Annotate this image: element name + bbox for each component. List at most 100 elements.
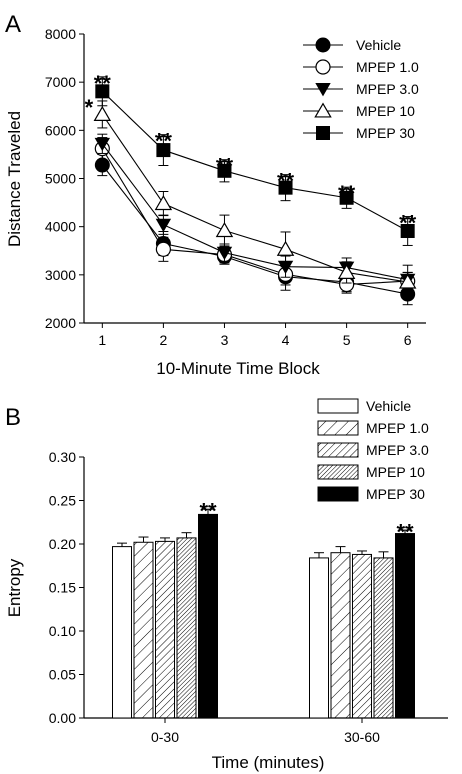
panel-a-series-3 bbox=[93, 100, 417, 293]
panel-b-y-tick-label: 0.20 bbox=[49, 536, 76, 552]
panel-b-legend-label: Vehicle bbox=[366, 398, 411, 414]
panel-b-bar bbox=[112, 546, 132, 719]
panel-b-label: B bbox=[5, 404, 21, 431]
panel-a-series: ************* bbox=[85, 71, 417, 306]
panel-b-legend-label: MPEP 10 bbox=[366, 464, 425, 480]
panel-a-series-2 bbox=[94, 133, 416, 295]
panel-b-y-tick-label: 0.25 bbox=[49, 493, 76, 509]
panel-a-significance-mark: ** bbox=[94, 71, 112, 96]
panel-a-data-point bbox=[339, 190, 354, 205]
panel-a-data-point bbox=[217, 163, 232, 178]
panel-a-legend-marker bbox=[315, 59, 331, 75]
panel-b-bar bbox=[198, 513, 218, 719]
panel-b-bar bbox=[352, 553, 372, 719]
panel-a-x-axis-label: 10-Minute Time Block bbox=[156, 359, 320, 378]
panel-a-legend-label: MPEP 1.0 bbox=[356, 59, 419, 75]
panel-a-x-tick-label: 1 bbox=[98, 332, 106, 348]
panel-a-data-point bbox=[95, 84, 110, 99]
panel-a-x-tick-label: 2 bbox=[159, 332, 167, 348]
panel-a-significance-mark: ** bbox=[338, 181, 356, 206]
panel-a-y-axis-label: Distance Traveled bbox=[5, 111, 24, 247]
panel-b-legend-label: MPEP 1.0 bbox=[366, 420, 429, 436]
panel-b-legend-swatch bbox=[317, 442, 359, 458]
panel-a-data-point bbox=[400, 224, 415, 239]
panel-a-significance-mark: ** bbox=[399, 211, 417, 236]
panel-b-legend-label: MPEP 30 bbox=[366, 486, 425, 502]
panel-a-data-point bbox=[94, 137, 111, 152]
panel-a-legend-label: MPEP 10 bbox=[356, 103, 415, 119]
panel-a-data-point bbox=[276, 240, 295, 256]
panel-b-bar bbox=[373, 557, 394, 719]
panel-b-significance-mark: ** bbox=[199, 499, 217, 524]
panel-a-data-point bbox=[93, 105, 112, 121]
panel-b-y-tick-label: 0.05 bbox=[49, 667, 76, 683]
panel-a-label: A bbox=[5, 11, 21, 38]
panel-a-axes: 2000 3000 4000 5000 6000 7000 8000 1 2 3 4 5 6 bbox=[45, 26, 426, 348]
panel-a-legend-marker bbox=[314, 102, 332, 118]
panel-a-series-line bbox=[101, 114, 408, 283]
panel-a-legend-label: Vehicle bbox=[356, 37, 401, 53]
panel-a-data-point bbox=[337, 263, 356, 279]
panel-b-bar bbox=[155, 540, 175, 719]
panel-a-significance-mark: ** bbox=[277, 169, 295, 194]
panel-a-legend: Vehicle MPEP 1.0 MPEP 3.0 MPEP 10 MPEP 30 bbox=[303, 37, 419, 141]
panel-b-legend-swatch bbox=[317, 486, 359, 502]
panel-a-y-tick-label: 7000 bbox=[45, 74, 76, 90]
panel-b-y-tick-label: 0.10 bbox=[49, 623, 76, 639]
panel-a-series-4 bbox=[95, 76, 415, 246]
panel-a-legend-label: MPEP 3.0 bbox=[356, 81, 419, 97]
panel-a-data-point bbox=[216, 246, 233, 261]
panel-b-bar bbox=[330, 552, 351, 719]
panel-a-y-tick-label: 6000 bbox=[45, 122, 76, 138]
panel-b-y-tick-label: 0.00 bbox=[49, 710, 76, 726]
panel-a-y-tick-label: 5000 bbox=[45, 171, 76, 187]
panel-a-data-point bbox=[155, 241, 171, 257]
panel-b-legend: Vehicle MPEP 1.0 MPEP 3.0 MPEP 10 MPEP 30 bbox=[317, 398, 429, 502]
panel-b-significance-mark: ** bbox=[396, 519, 414, 544]
panel-b-bar bbox=[395, 533, 415, 719]
panel-a-y-tick-label: 2000 bbox=[45, 315, 76, 331]
panel-a-data-point bbox=[215, 221, 234, 238]
panel-a-legend-label: MPEP 30 bbox=[356, 125, 415, 141]
panel-a-significance-mark: * bbox=[85, 95, 94, 120]
panel-a-data-point bbox=[278, 180, 293, 195]
panel-b-bar bbox=[133, 541, 154, 719]
panel-b-bar bbox=[309, 557, 329, 719]
panel-a-data-point bbox=[398, 273, 417, 289]
panel-b-y-tick-label: 0.15 bbox=[49, 580, 76, 596]
panel-a-legend-marker bbox=[316, 126, 330, 140]
panel-a-series-line bbox=[101, 90, 408, 232]
panel-a-data-point bbox=[154, 194, 173, 211]
panel-b-legend-swatch bbox=[317, 420, 359, 436]
panel-a-series-0 bbox=[94, 153, 416, 306]
panel-a-legend-marker bbox=[315, 37, 331, 53]
panel-b-y-tick-label: 0.30 bbox=[49, 449, 76, 465]
panel-a-x-tick-label: 3 bbox=[221, 332, 229, 348]
panel-a-data-point bbox=[277, 260, 294, 274]
panel-b-x-axis-label: Time (minutes) bbox=[212, 753, 325, 772]
panel-b-x-tick-label: 0-30 bbox=[151, 729, 179, 745]
panel-b-bar bbox=[176, 537, 197, 719]
panel-a-significance-mark: ** bbox=[155, 129, 173, 154]
panel-a-data-point bbox=[156, 143, 171, 158]
panel-a-x-tick-label: 6 bbox=[404, 332, 412, 348]
panel-a-data-point bbox=[155, 218, 172, 233]
panel-a-legend-marker bbox=[315, 83, 331, 97]
panel-b-bar-chart: B 0.000.050.100.150.200.250.300-30 30-60 … bbox=[5, 398, 448, 772]
panel-a-x-tick-label: 5 bbox=[343, 332, 351, 348]
panel-a-series-line bbox=[101, 148, 408, 286]
panel-a-y-tick-label: 4000 bbox=[45, 219, 76, 235]
panel-a-series-line bbox=[101, 143, 408, 281]
panel-b-bars: ** ** bbox=[112, 499, 415, 719]
panel-b-legend-swatch bbox=[317, 464, 359, 480]
panel-a-y-tick-label: 3000 bbox=[45, 267, 76, 283]
panel-b-legend-label: MPEP 3.0 bbox=[366, 442, 429, 458]
panel-b-y-axis-label: Entropy bbox=[5, 558, 24, 617]
panel-a-series-1 bbox=[94, 137, 416, 294]
panel-a-x-tick-label: 4 bbox=[282, 332, 290, 348]
panel-a-significance-mark: ** bbox=[216, 154, 234, 179]
panel-a-y-tick-label: 8000 bbox=[45, 26, 76, 42]
panel-b-x-tick-label: 30-60 bbox=[344, 729, 380, 745]
